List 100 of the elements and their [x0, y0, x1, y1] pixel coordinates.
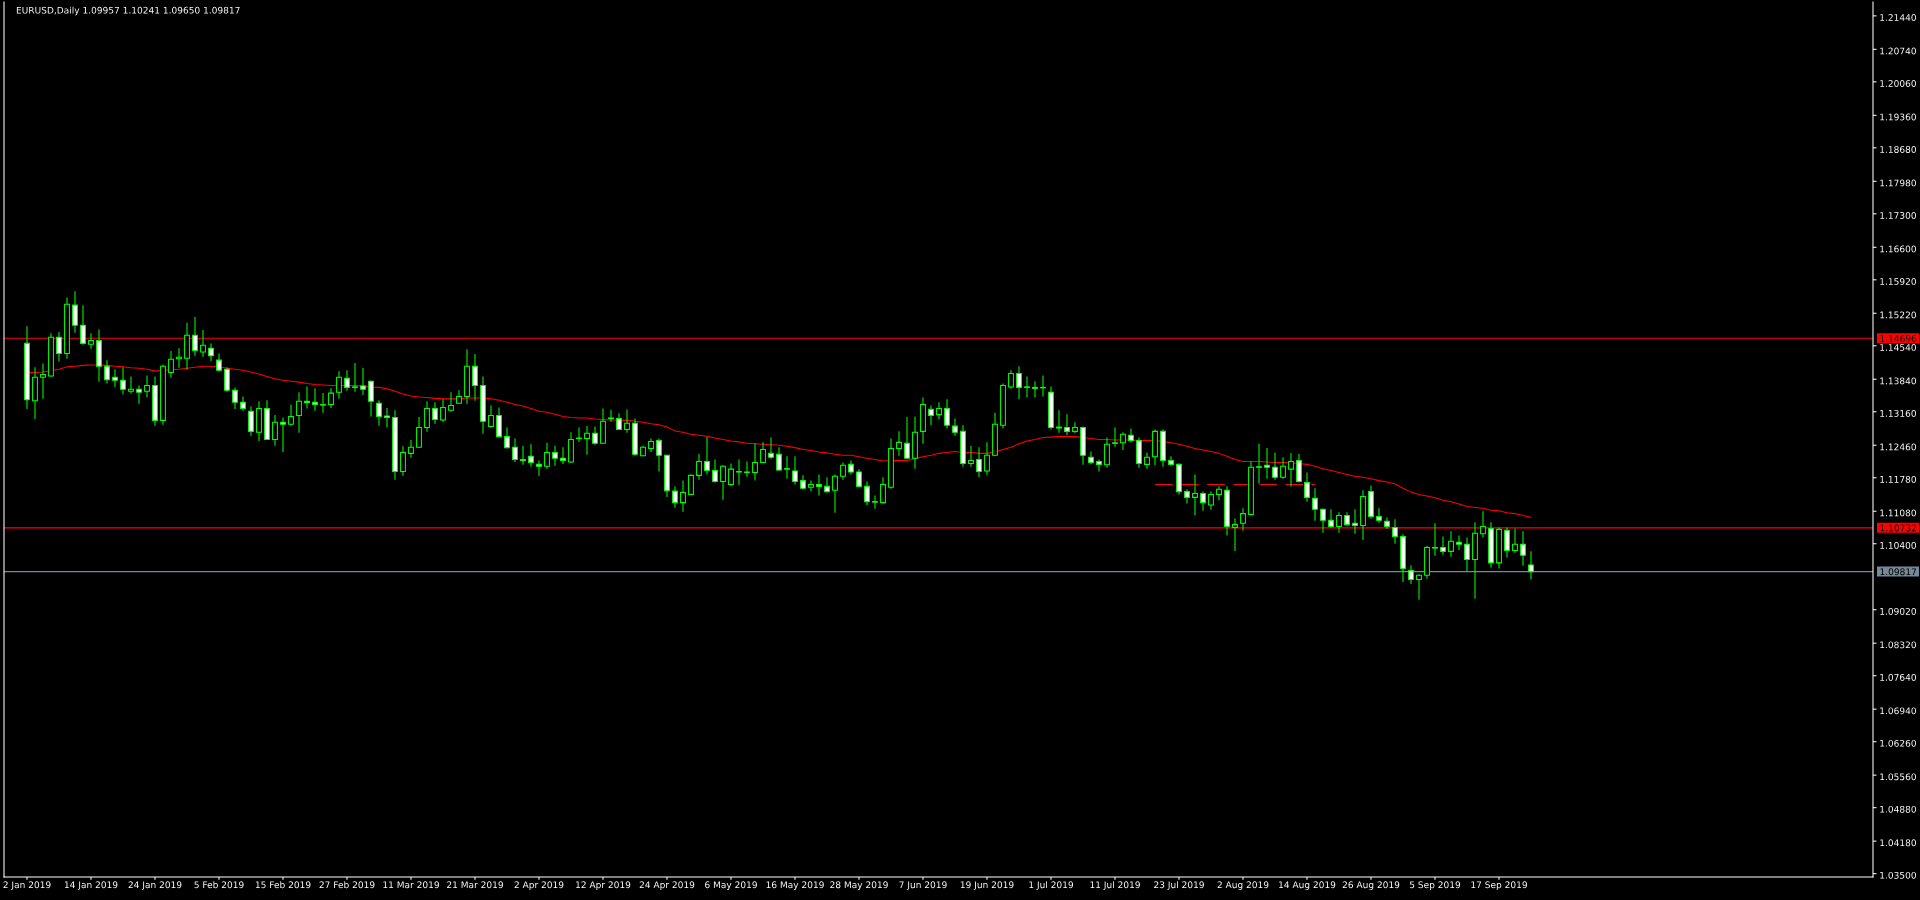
candlestick — [536, 460, 542, 477]
candlestick — [976, 446, 982, 478]
y-tick-label: 1.11080 — [1880, 509, 1916, 517]
candlestick — [1040, 374, 1046, 397]
candlestick — [1032, 380, 1038, 398]
candlestick — [440, 398, 446, 423]
candlestick — [680, 480, 686, 513]
y-tick-label: 1.06260 — [1880, 739, 1916, 747]
candlestick — [272, 414, 278, 447]
x-tick-label: 16 May 2019 — [766, 881, 824, 890]
x-tick-label: 2 Aug 2019 — [1217, 881, 1269, 890]
candlestick — [432, 401, 438, 425]
x-tick-label: 19 Jun 2019 — [960, 881, 1014, 890]
candlestick — [944, 398, 950, 430]
candlestick — [1144, 451, 1150, 470]
x-tick-label: 11 Jul 2019 — [1090, 881, 1140, 890]
candlestick — [1104, 437, 1110, 469]
candlestick — [1504, 526, 1510, 559]
candlestick — [1480, 510, 1486, 539]
candlestick — [1264, 447, 1270, 480]
candlestick — [768, 437, 774, 460]
candlestick — [584, 425, 590, 456]
candlestick — [296, 391, 302, 434]
x-tick-label: 17 Sep 2019 — [1471, 881, 1527, 890]
y-tick-label: 1.09020 — [1880, 607, 1916, 615]
x-tick-label: 15 Feb 2019 — [255, 881, 311, 889]
candlestick — [504, 427, 510, 450]
candlestick — [864, 481, 870, 506]
y-tick-label: 1.12460 — [1880, 443, 1916, 451]
candlestick — [1184, 488, 1190, 505]
candlestick — [192, 316, 198, 357]
candlestick — [1352, 508, 1358, 535]
candlestick — [232, 386, 238, 410]
ref-line-label: 1.10732 — [1880, 524, 1916, 532]
ref-line-label: 1.09817 — [1880, 568, 1917, 576]
candlestick — [240, 395, 246, 412]
candlestick — [936, 401, 942, 420]
candlestick — [1216, 485, 1222, 501]
candlestick — [1280, 456, 1286, 480]
candlestick — [576, 427, 582, 443]
y-tick-label: 1.20060 — [1880, 80, 1916, 87]
candlestick — [1296, 453, 1302, 484]
x-tick-label: 12 Apr 2019 — [576, 881, 631, 890]
ref-line-label: 1.14696 — [1880, 335, 1917, 342]
candlestick — [128, 375, 134, 395]
candlestick — [952, 417, 958, 437]
candlestick — [1384, 516, 1390, 530]
y-tick-label: 1.06940 — [1880, 707, 1916, 715]
candlestick — [120, 366, 126, 396]
x-tick-label: 24 Jan 2019 — [128, 881, 182, 890]
x-tick-label: 5 Sep 2019 — [1409, 881, 1461, 890]
candlestick — [200, 329, 206, 358]
candlestick — [144, 374, 150, 398]
y-tick-label: 1.20740 — [1880, 47, 1916, 55]
candlestick — [496, 406, 502, 439]
candlestick — [56, 331, 62, 363]
candlestick — [896, 430, 902, 457]
candlestick — [544, 442, 550, 470]
candlestick — [472, 353, 478, 402]
candlestick — [1272, 451, 1278, 481]
candlestick — [1240, 507, 1246, 532]
candlestick — [784, 455, 790, 480]
candlestick — [1200, 491, 1206, 512]
candlestick — [592, 426, 598, 446]
candlestick — [112, 368, 118, 388]
candlestick — [1112, 427, 1118, 448]
candlestick — [824, 476, 830, 494]
candlestick — [312, 387, 318, 412]
x-tick-label: 7 Jun 2019 — [899, 881, 947, 890]
candlestick — [488, 405, 494, 429]
candlestick — [1432, 522, 1438, 557]
y-tick-label: 1.13160 — [1880, 410, 1916, 417]
candlestick — [792, 455, 798, 485]
candlestick — [808, 480, 814, 493]
y-tick-label: 1.19360 — [1880, 113, 1916, 121]
candlestick — [1288, 452, 1294, 488]
x-tick-label: 14 Aug 2019 — [1279, 881, 1336, 890]
candlestick — [288, 404, 294, 427]
candlestick — [1072, 421, 1078, 434]
y-tick-label: 1.16600 — [1880, 245, 1916, 253]
candlestick — [1376, 507, 1382, 524]
candlestick — [624, 408, 630, 434]
candlestick — [832, 473, 838, 514]
candlestick — [744, 460, 750, 478]
candlestick — [704, 436, 710, 475]
candlestick — [696, 453, 702, 481]
candlestick — [1256, 443, 1262, 485]
candlestick — [760, 441, 766, 464]
x-tick-label: 26 Aug 2019 — [1342, 881, 1400, 890]
candlestick — [416, 416, 422, 449]
candlestick — [608, 409, 614, 423]
candlestick — [352, 362, 358, 393]
candlestick — [104, 359, 110, 385]
candlestick — [40, 362, 46, 400]
y-tick-label: 1.14540 — [1880, 344, 1916, 351]
x-tick-label: 2 Apr 2019 — [514, 881, 564, 890]
candlestick — [344, 369, 350, 392]
y-tick-label: 1.17980 — [1880, 179, 1916, 187]
candlestick — [256, 400, 262, 442]
candlestick — [1440, 536, 1446, 556]
